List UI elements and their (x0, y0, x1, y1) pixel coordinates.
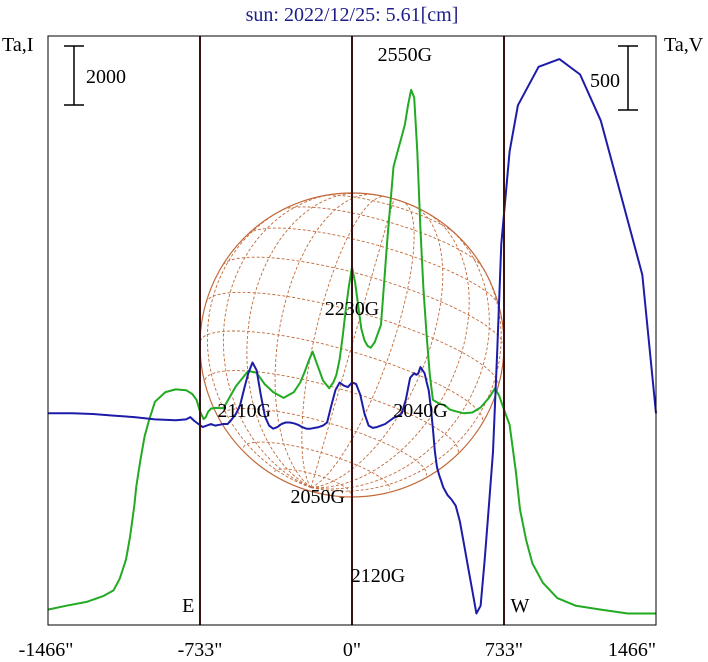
field-strength-label: 2110G (217, 400, 271, 422)
meridian-line (274, 193, 375, 488)
meridian-line (246, 192, 362, 488)
parallel-line (205, 291, 499, 388)
x-tick-label: -1466" (19, 639, 74, 661)
limb-label: W (511, 595, 530, 617)
field-strength-label: 2550G (378, 44, 432, 66)
limb-label: E (182, 595, 194, 617)
field-strength-label: 2230G (325, 298, 379, 320)
left-axis-label: Ta,I (2, 34, 33, 56)
chart-title: sun: 2022/12/25: 5.61[cm] (246, 4, 459, 26)
field-strength-label: 2050G (291, 486, 345, 508)
left-scale-bar-label: 2000 (86, 66, 126, 88)
x-tick-label: 0" (343, 639, 361, 661)
x-tick-labels: -1466" -733" 0" 733" 1466" (19, 639, 657, 661)
plot-frame (47, 35, 657, 626)
series-line-ta-v (48, 58, 657, 615)
right-axis-label: Ta,V (664, 34, 704, 56)
meridian-line (310, 205, 444, 489)
curves (47, 58, 657, 615)
parallel-line (248, 227, 500, 306)
meridian-line (301, 196, 385, 488)
annotation-labels: 2550G 2230G 2110G 2040G 2050G 2120G (217, 44, 447, 587)
series-line-ta-i (47, 88, 656, 615)
parallel-line (219, 408, 427, 476)
parallel-line (243, 441, 391, 490)
solar-disk (199, 192, 505, 498)
meridian-line (310, 201, 415, 488)
parallel-line (372, 194, 415, 207)
meridian-line (206, 205, 312, 489)
meridian-line (310, 211, 470, 489)
meridian-line (222, 193, 334, 489)
right-scale-bar: 500 (590, 45, 638, 111)
right-scale-bar-label: 500 (590, 70, 620, 92)
vertical-markers (199, 36, 505, 625)
left-scale-bar: 2000 (64, 45, 126, 106)
x-tick-label: 733" (485, 639, 523, 661)
field-strength-label: 2040G (393, 400, 447, 422)
parallel-line (199, 330, 484, 423)
x-tick-label: -733" (178, 639, 223, 661)
meridian-line (310, 226, 490, 490)
parallel-line (274, 468, 351, 494)
meridian-line (310, 260, 502, 492)
field-strength-label: 2120G (351, 565, 405, 587)
parallel-line (282, 206, 483, 268)
parallel-line (322, 194, 457, 235)
parallel-line (222, 256, 505, 346)
x-tick-label: 1466" (608, 639, 656, 661)
